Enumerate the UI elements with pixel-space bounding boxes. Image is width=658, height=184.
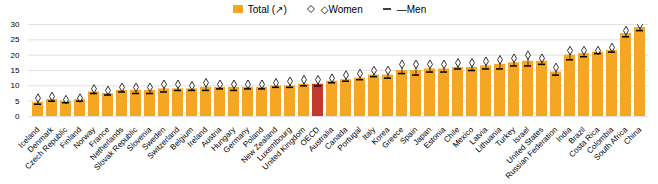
svg-text:Czech Republic: Czech Republic [23, 125, 70, 172]
svg-text:United States: United States [504, 125, 546, 166]
svg-text:Ireland: Ireland [185, 125, 210, 149]
svg-text:New Zealand: New Zealand [239, 125, 280, 165]
svg-text:Denmark: Denmark [25, 125, 56, 155]
svg-text:Italy: Italy [360, 125, 378, 142]
svg-text:Slovak Republic: Slovak Republic [92, 125, 140, 173]
svg-text:France: France [87, 125, 112, 150]
svg-text:Netherlands: Netherlands [88, 125, 126, 163]
svg-text:Turkey: Turkey [493, 125, 518, 149]
svg-text:Slovenia: Slovenia [125, 125, 154, 154]
svg-text:Austria: Austria [199, 125, 224, 150]
svg-text:Russian Federation: Russian Federation [504, 125, 559, 180]
svg-text:Israel: Israel [511, 125, 532, 146]
svg-text:Hungary: Hungary [209, 125, 238, 153]
html-text:Total (↗): Total (↗) [247, 3, 287, 15]
svg-text:Lithuania: Lithuania [473, 125, 504, 155]
svg-text:Canada: Canada [323, 125, 350, 152]
svg-text:Luxembourg: Luxembourg [255, 125, 294, 163]
svg-text:Germany: Germany [221, 125, 252, 155]
svg-text:Colombia: Colombia [585, 125, 616, 156]
svg-text:0: 0 [15, 112, 20, 121]
svg-text:Japan: Japan [411, 125, 434, 147]
svg-text:Iceland: Iceland [16, 125, 42, 150]
svg-text:Switzerland: Switzerland [145, 125, 182, 161]
svg-text:Sweden: Sweden [140, 125, 168, 152]
svg-text:30: 30 [11, 20, 20, 29]
svg-text:United Kingdom: United Kingdom [261, 125, 308, 172]
svg-text:Norway: Norway [71, 125, 98, 151]
svg-text:Poland: Poland [241, 125, 266, 150]
svg-text:Portugal: Portugal [336, 125, 364, 153]
svg-text:Finland: Finland [58, 125, 84, 151]
svg-text:South Africa: South Africa [592, 125, 629, 162]
svg-text:China: China [622, 125, 644, 147]
svg-text:Greece: Greece [380, 125, 406, 151]
svg-text:Costa Rica: Costa Rica [567, 125, 602, 160]
svg-text:India: India [554, 125, 574, 144]
svg-text:Brazil: Brazil [566, 125, 588, 146]
svg-text:Spain: Spain [398, 125, 420, 146]
svg-text:Belgium: Belgium [168, 125, 196, 152]
svg-text:Mexico: Mexico [450, 125, 476, 150]
svg-text:Chile: Chile [442, 125, 462, 145]
svg-text:5: 5 [15, 97, 20, 106]
svg-text:Australia: Australia [306, 125, 336, 154]
html-text:—Men: —Men [396, 3, 427, 15]
svg-text:20: 20 [11, 51, 20, 60]
svg-text:10: 10 [11, 81, 20, 90]
svg-text:Latvia: Latvia [467, 125, 490, 147]
svg-text:25: 25 [11, 35, 20, 44]
html-text:◇Women: ◇Women [320, 3, 363, 15]
svg-text:Estonia: Estonia [422, 125, 448, 151]
svg-text:Korea: Korea [369, 125, 392, 147]
svg-text:15: 15 [11, 66, 20, 75]
svg-text:OECD: OECD [298, 125, 322, 148]
